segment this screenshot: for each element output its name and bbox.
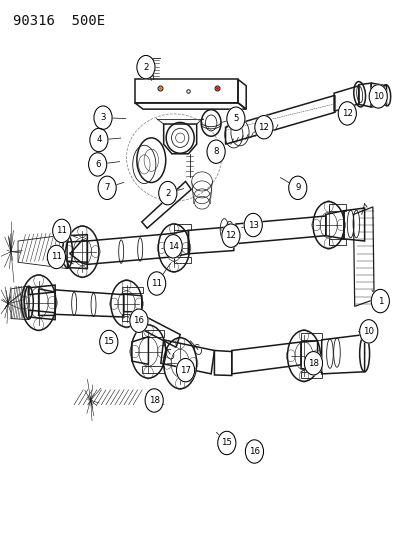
Circle shape [145, 389, 163, 412]
Circle shape [337, 102, 356, 125]
Text: 16: 16 [133, 316, 144, 325]
Text: 1: 1 [377, 296, 382, 305]
Circle shape [370, 289, 389, 313]
Text: 11: 11 [56, 227, 67, 236]
Text: 12: 12 [341, 109, 352, 118]
Text: 15: 15 [221, 439, 232, 448]
Text: 8: 8 [213, 147, 218, 156]
Text: 14: 14 [167, 242, 178, 251]
Text: 12: 12 [225, 231, 236, 240]
Circle shape [94, 106, 112, 130]
Circle shape [47, 245, 65, 269]
Circle shape [245, 440, 263, 463]
Text: 15: 15 [103, 337, 114, 346]
Circle shape [288, 176, 306, 199]
Circle shape [98, 176, 116, 199]
Circle shape [147, 272, 165, 295]
Text: 4: 4 [96, 135, 102, 144]
Text: 18: 18 [307, 359, 318, 368]
Circle shape [304, 352, 322, 375]
Circle shape [88, 153, 107, 176]
Circle shape [176, 359, 194, 382]
Text: 16: 16 [248, 447, 259, 456]
Circle shape [164, 235, 182, 258]
Circle shape [130, 309, 147, 333]
Circle shape [137, 55, 154, 79]
Text: 7: 7 [104, 183, 109, 192]
Text: 10: 10 [362, 327, 373, 336]
Circle shape [90, 128, 108, 152]
Text: 12: 12 [258, 123, 269, 132]
Text: 3: 3 [100, 113, 105, 122]
Text: 11: 11 [51, 253, 62, 261]
Text: 2: 2 [143, 63, 148, 71]
Circle shape [158, 181, 176, 205]
Circle shape [206, 140, 225, 164]
Text: 6: 6 [95, 160, 100, 169]
Circle shape [226, 107, 244, 131]
Text: 5: 5 [233, 114, 238, 123]
Text: 2: 2 [165, 189, 170, 198]
Circle shape [217, 431, 235, 455]
Circle shape [52, 219, 71, 243]
Circle shape [368, 85, 387, 108]
Text: 90316  500E: 90316 500E [13, 14, 105, 28]
Text: 18: 18 [148, 396, 159, 405]
Circle shape [254, 116, 272, 139]
Circle shape [221, 224, 240, 247]
Circle shape [359, 320, 377, 343]
Circle shape [100, 330, 118, 354]
Text: 17: 17 [180, 366, 190, 375]
Text: 13: 13 [247, 221, 258, 230]
Text: 11: 11 [151, 279, 162, 288]
Circle shape [244, 213, 262, 237]
Text: 10: 10 [372, 92, 383, 101]
Text: 9: 9 [294, 183, 300, 192]
